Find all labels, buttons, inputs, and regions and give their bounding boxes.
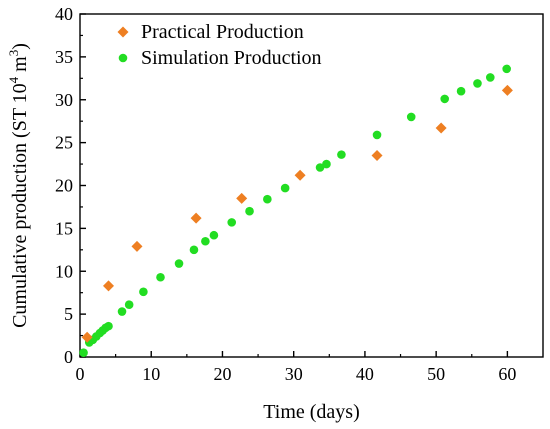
y-axis-title-sup2: 3 [6,50,21,57]
y-axis-title-main: Cumulative production (ST 10 [9,83,31,328]
data-point [139,287,148,297]
legend-label: Practical Production [141,21,304,43]
data-point [102,280,114,292]
data-point [322,159,331,169]
x-axis-ticks: 0 10 20 30 40 50 60 [76,351,516,384]
data-point [174,259,184,268]
data-point [371,149,383,161]
x-tick-label: 50 [427,364,445,384]
data-point [501,84,513,96]
legend-marker [117,26,129,38]
data-point [189,245,199,255]
legend-marker [118,53,128,63]
data-point [124,300,134,309]
y-tick-label: 0 [64,347,73,367]
y-axis-title: Cumulative production (ST 104 m3) [6,43,31,328]
data-point [245,206,254,216]
series-practical-production [81,84,513,343]
data-point [156,272,165,282]
data-point [294,169,306,181]
x-tick-label: 0 [76,364,85,384]
y-tick-label: 35 [55,47,73,67]
y-tick-label: 30 [55,90,73,110]
data-point [372,130,382,140]
data-point [440,94,450,104]
data-point [81,331,93,343]
y-tick-label: 40 [55,4,73,24]
data-point [117,307,127,316]
data-point [315,163,325,172]
y-tick-label: 20 [55,176,73,196]
x-tick-label: 10 [142,364,160,384]
data-point [485,73,495,82]
y-axis-title-close: ) [9,43,31,50]
data-point [104,321,113,331]
data-point [201,236,210,246]
data-point [337,150,346,159]
data-point [406,112,416,122]
data-point [190,212,202,224]
data-point [435,122,447,134]
y-axis-title-rest: m [9,56,31,77]
data-point [456,86,466,96]
legend-label: Simulation Production [141,47,322,69]
x-tick-label: 20 [213,364,231,384]
data-point [209,230,219,240]
data-point [236,192,248,204]
y-tick-label: 5 [64,304,73,324]
y-axis-title-sup: 4 [6,76,21,83]
series-simulation-production [79,64,511,358]
legend: Practical Production Simulation Productio… [117,21,322,69]
y-tick-label: 25 [55,133,73,153]
x-tick-label: 30 [285,364,303,384]
y-axis-ticks: 0 5 10 15 20 25 30 35 40 [55,4,86,367]
data-point [79,348,88,358]
x-tick-label: 40 [356,364,374,384]
data-point [227,218,237,227]
x-axis-title: Time (days) [263,401,359,423]
data-point [280,183,290,193]
data-point [473,79,482,88]
y-tick-label: 15 [55,218,73,238]
x-tick-label: 60 [498,364,516,384]
data-point [502,64,511,74]
y-tick-label: 10 [55,261,73,281]
data-point [131,240,143,252]
data-marks [79,64,513,358]
data-point [263,194,272,204]
